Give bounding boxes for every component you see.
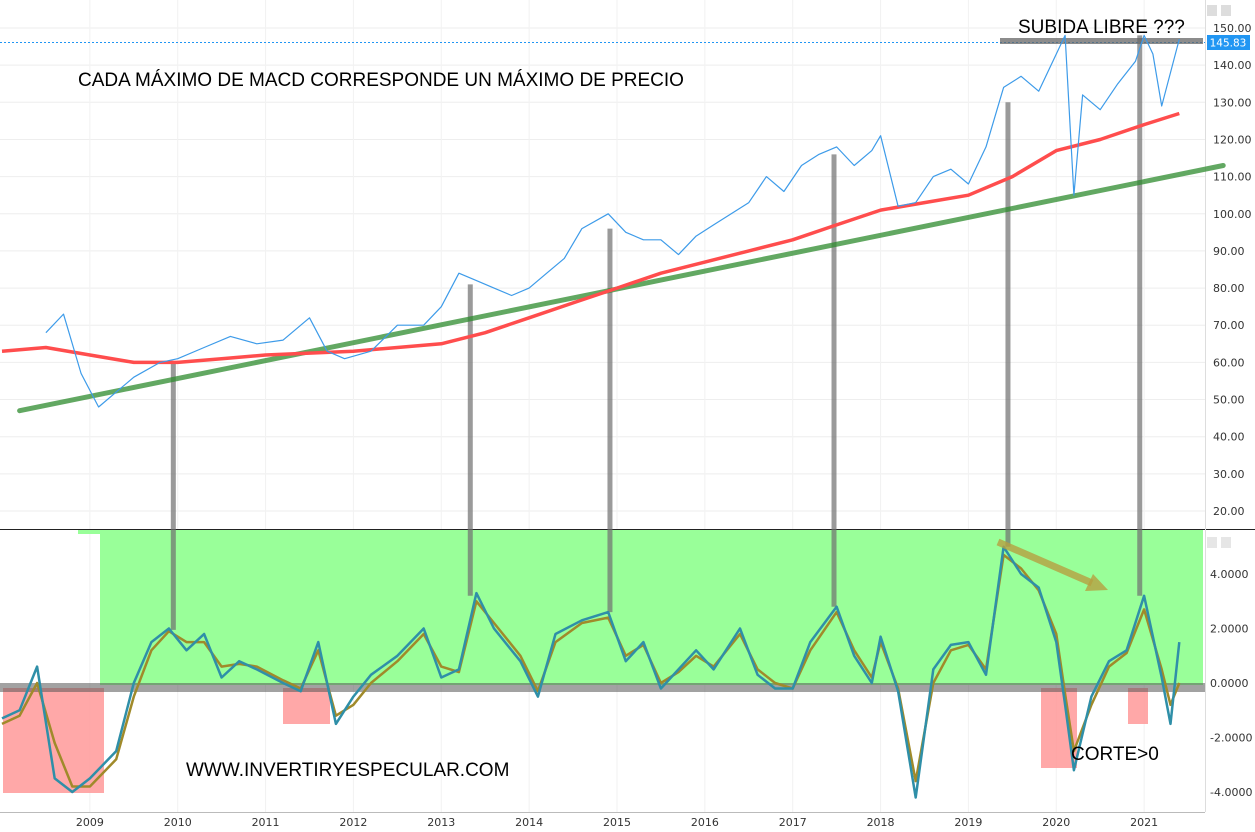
price-tick-label: 110.00: [1213, 171, 1252, 184]
price-tick-label: 40.00: [1213, 431, 1245, 444]
divergence-arrow-icon: [996, 538, 1108, 591]
price-tick-label: 130.00: [1213, 96, 1252, 109]
macd-axis-ticks: 4.0000 2.0000 0.0000 -2.0000 -4.0000: [1210, 568, 1252, 799]
macd-series: [1, 545, 1181, 799]
year-tick-label: 2019: [954, 816, 982, 829]
moving-average-series: [1, 111, 1180, 365]
macd-tick-label: -4.0000: [1210, 786, 1252, 799]
year-tick-label: 2020: [1042, 816, 1070, 829]
macd-negative-zone-2021: [1128, 688, 1148, 724]
year-tick-label: 2013: [427, 816, 455, 829]
price-tick-label: 20.00: [1213, 505, 1245, 518]
last-price-badge: [1207, 35, 1250, 50]
price-tick-label: 80.00: [1213, 282, 1245, 295]
year-tick-label: 2015: [603, 816, 631, 829]
annotation-top-right: SUBIDA LIBRE ???: [1018, 17, 1185, 38]
price-tick-label: 60.00: [1213, 356, 1245, 369]
macd-tick-label: 0.0000: [1210, 677, 1249, 690]
price-tick-label: 90.00: [1213, 245, 1245, 258]
annotation-top-left: CADA MÁXIMO DE MACD CORRESPONDE UN MÁXIM…: [78, 70, 684, 91]
year-tick-label: 2014: [515, 816, 543, 829]
price-tick-label: 50.00: [1213, 394, 1245, 407]
macd-tick-label: 4.0000: [1210, 568, 1249, 581]
macd-tick-label: -2.0000: [1210, 732, 1252, 745]
macd-negative-zone-2011: [283, 688, 330, 724]
price-axis-ticks: 150.00 140.00 130.00 120.00 110.00 100.00 90.0…: [1213, 22, 1252, 518]
year-tick-label: 2016: [691, 816, 719, 829]
resistance-band: [1000, 38, 1203, 44]
price-tick-label: 30.00: [1213, 468, 1245, 481]
settings-icon-lower[interactable]: [1207, 537, 1231, 548]
year-tick-label: 2021: [1130, 816, 1158, 829]
price-tick-label: 100.00: [1213, 208, 1252, 221]
macd-zero-line: [0, 683, 1205, 692]
annotation-watermark: WWW.INVERTIRYESPECULAR.COM: [186, 760, 509, 781]
time-axis-ticks: 2009 2010 2011 2012 2013 2014 2015 2016 2017 2018…: [76, 816, 1158, 829]
last-price-value: 145.83: [1210, 38, 1247, 50]
annotation-corte: CORTE>0: [1071, 744, 1159, 765]
year-tick-label: 2011: [252, 816, 280, 829]
year-tick-label: 2018: [867, 816, 895, 829]
year-tick-label: 2010: [164, 816, 192, 829]
macd-positive-zone: [100, 530, 1203, 685]
price-tick-label: 140.00: [1213, 59, 1252, 72]
year-tick-label: 2009: [76, 816, 104, 829]
price-tick-label: 120.00: [1213, 133, 1252, 146]
year-tick-label: 2012: [339, 816, 367, 829]
year-tick-label: 2017: [779, 816, 807, 829]
price-tick-label: 150.00: [1213, 22, 1252, 35]
settings-icon[interactable]: [1207, 5, 1231, 16]
macd-tick-label: 2.0000: [1210, 623, 1249, 636]
price-tick-label: 70.00: [1213, 319, 1245, 332]
macd-positive-zone-left: [78, 530, 100, 534]
price-series: [45, 34, 1180, 408]
